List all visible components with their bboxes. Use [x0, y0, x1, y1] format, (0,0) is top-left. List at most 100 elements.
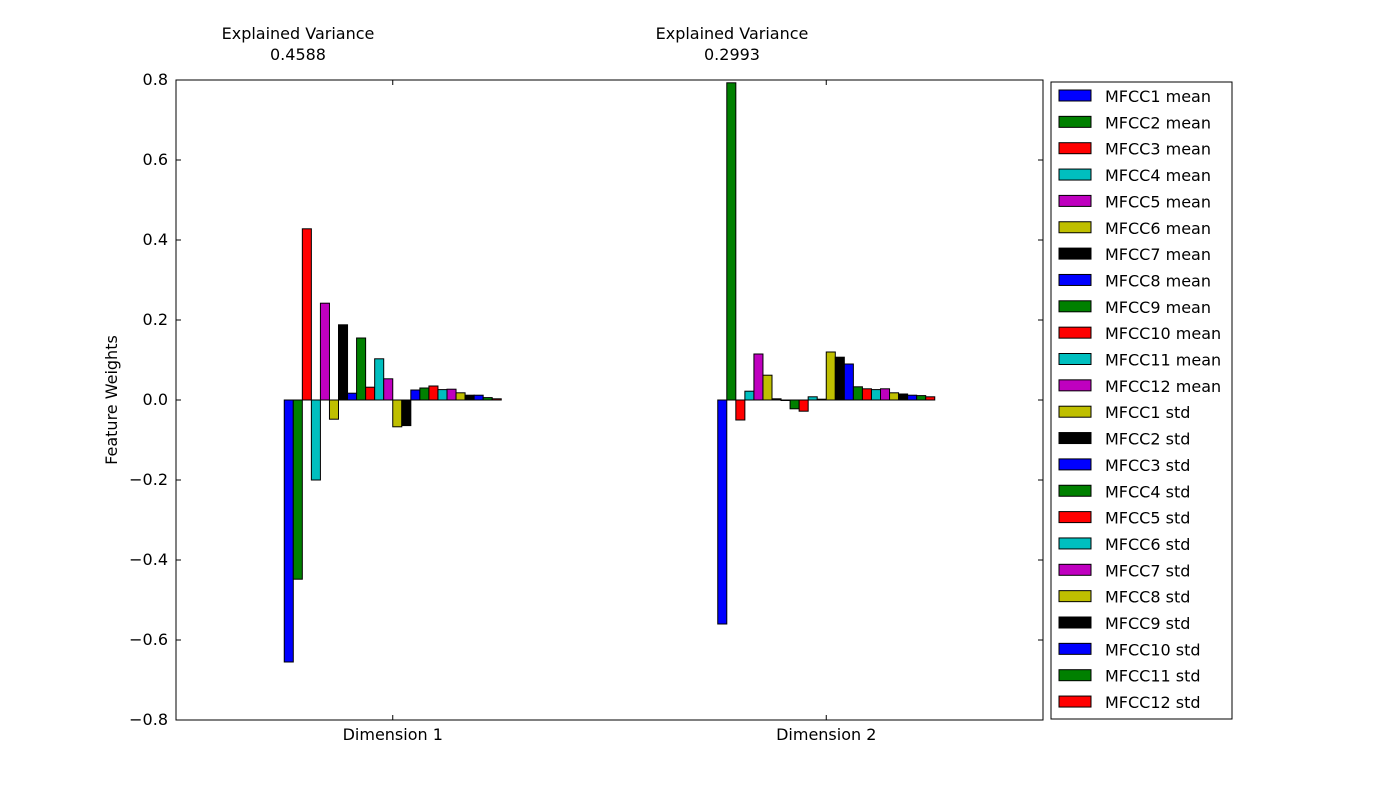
legend: MFCC1 mean MFCC2 mean MFCC3 mean MFCC4 mean…	[1050, 81, 1233, 720]
legend-label: MFCC11 std	[1105, 667, 1201, 686]
legend-swatch	[1058, 142, 1092, 155]
bar	[753, 353, 764, 401]
legend-label: MFCC2 std	[1105, 430, 1190, 449]
legend-swatch	[1058, 221, 1092, 234]
bar	[419, 387, 430, 401]
bar	[907, 394, 918, 401]
bar	[437, 389, 448, 401]
legend-label: MFCC10 mean	[1105, 324, 1221, 343]
legend-swatch	[1058, 405, 1092, 418]
legend-label: MFCC1 mean	[1105, 87, 1211, 106]
bar	[825, 351, 836, 401]
bar	[898, 393, 909, 401]
legend-label: MFCC7 mean	[1105, 245, 1211, 264]
x-tick-label: Dimension 2	[776, 725, 876, 744]
legend-label: MFCC11 mean	[1105, 351, 1221, 370]
legend-label: MFCC6 mean	[1105, 219, 1211, 238]
bar	[780, 399, 791, 401]
bar	[464, 394, 475, 401]
bar	[843, 363, 854, 401]
bar	[401, 399, 412, 427]
y-tick-label: 0.8	[143, 70, 168, 89]
legend-swatch	[1058, 89, 1092, 102]
bar	[338, 324, 349, 401]
y-tick-label: −0.2	[129, 470, 168, 489]
legend-label: MFCC5 std	[1105, 509, 1190, 528]
bar	[410, 389, 421, 401]
y-tick-label: 0.4	[143, 230, 168, 249]
bar	[482, 397, 493, 401]
bar	[310, 399, 321, 481]
bar	[319, 302, 330, 401]
legend-swatch	[1058, 616, 1092, 629]
legend-label: MFCC1 std	[1105, 403, 1190, 422]
legend-label: MFCC4 mean	[1105, 166, 1211, 185]
legend-swatch	[1058, 484, 1092, 497]
bar	[392, 399, 403, 428]
legend-swatch	[1058, 353, 1092, 365]
bar	[870, 389, 882, 401]
bar	[292, 399, 303, 580]
bar	[491, 398, 502, 401]
legend-label: MFCC9 std	[1105, 614, 1190, 633]
bar	[762, 374, 773, 401]
legend-label: MFCC3 std	[1105, 456, 1190, 475]
legend-label: MFCC3 mean	[1105, 140, 1211, 159]
y-tick-label: −0.6	[129, 630, 168, 649]
bar	[889, 392, 900, 401]
legend-swatch	[1058, 642, 1092, 655]
legend-swatch	[1058, 537, 1092, 550]
bar	[356, 337, 367, 401]
explained-variance-label: Explained Variance	[222, 24, 375, 43]
legend-label: MFCC4 std	[1105, 482, 1190, 501]
bar	[347, 392, 358, 401]
y-tick-label: 0.6	[143, 150, 168, 169]
legend-swatch	[1058, 194, 1092, 207]
legend-label: MFCC5 mean	[1105, 192, 1211, 211]
y-tick-label: 0.2	[143, 310, 168, 329]
legend-label: MFCC12 mean	[1105, 377, 1221, 396]
y-tick-label: −0.8	[129, 710, 168, 729]
bar	[717, 399, 728, 625]
legend-swatch	[1058, 669, 1092, 682]
bar	[374, 358, 385, 401]
bars-layer	[283, 82, 936, 663]
axes-layer: 0.8 0.6 0.4 0.2 0.0 −0.2 −0.4 −0.6 −0.8 Dimension…	[129, 70, 1044, 744]
bar	[925, 396, 936, 401]
explained-variance-label: Explained Variance	[656, 24, 809, 43]
legend-swatch	[1058, 326, 1092, 339]
legend-label: MFCC10 std	[1105, 640, 1201, 659]
legend-swatch	[1058, 511, 1092, 524]
legend-swatch	[1058, 115, 1092, 128]
bar	[789, 399, 800, 410]
legend-swatch	[1058, 432, 1092, 445]
bar	[473, 394, 484, 401]
legend-swatch	[1058, 273, 1092, 286]
bar	[726, 82, 737, 401]
legend-swatch	[1058, 379, 1092, 392]
explained-variance-value: 0.2993	[704, 45, 760, 64]
bar	[771, 398, 782, 401]
legend-label: MFCC9 mean	[1105, 298, 1211, 317]
bar	[852, 386, 863, 401]
bar	[816, 398, 827, 401]
legend-box	[1050, 81, 1233, 720]
bar	[365, 386, 376, 401]
legend-swatch	[1058, 247, 1092, 260]
bar	[798, 399, 809, 412]
legend-label: MFCC8 mean	[1105, 271, 1211, 290]
legend-label: MFCC8 std	[1105, 588, 1190, 607]
legend-swatch	[1058, 695, 1092, 708]
bar	[916, 395, 927, 401]
explained-variance-value: 0.4588	[270, 45, 326, 64]
y-axis-label: Feature Weights	[102, 335, 121, 465]
bar	[744, 390, 755, 401]
legend-swatch	[1058, 168, 1092, 181]
legend-swatch	[1058, 300, 1092, 313]
bar	[301, 228, 312, 401]
legend-label: MFCC6 std	[1105, 535, 1190, 554]
bar	[880, 388, 891, 401]
x-tick-label: Dimension 1	[343, 725, 443, 744]
bar	[428, 385, 439, 401]
